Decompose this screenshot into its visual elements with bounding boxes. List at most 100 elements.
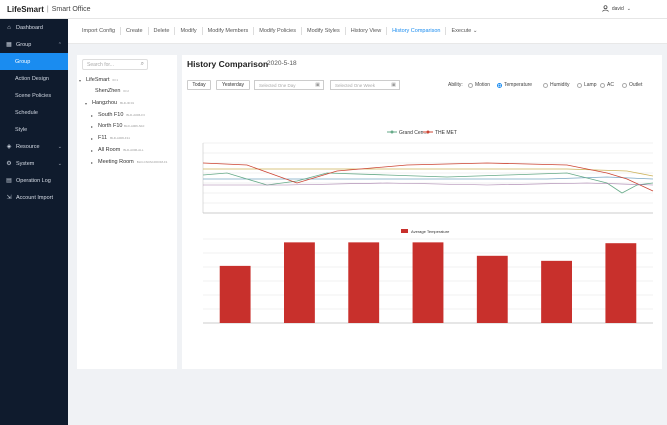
sidebar-subitem-schedule[interactable]: Schedule — [15, 109, 38, 116]
cube-icon: ◈ — [6, 144, 12, 150]
caret-right-icon: ▸ — [91, 123, 94, 129]
bar — [348, 242, 380, 323]
toolbar-modify-policies[interactable]: Modify Policies — [254, 27, 302, 35]
bar-chart-bars — [219, 242, 637, 323]
ability-option-label: Motion — [475, 82, 491, 88]
radio-icon — [543, 82, 548, 88]
sidebar-item-label: Account Import — [16, 194, 53, 201]
tree-node[interactable]: ShenZhen ID:2 — [95, 88, 129, 94]
brand-logo: LifeSmart — [7, 4, 44, 14]
sidebar-item-group[interactable]: ▦ Group ⌃ — [0, 36, 68, 53]
product-name: Smart Office — [51, 5, 91, 13]
sidebar: ⌂ Dashboard ▦ Group ⌃ Group Action Desig… — [0, 19, 68, 425]
picker-placeholder: Selected One Week — [335, 82, 375, 88]
chevron-up-icon: ⌃ — [57, 41, 62, 48]
sidebar-item-system[interactable]: ⚙ System ⌄ — [0, 155, 68, 172]
page-title: History Comparison — [187, 59, 269, 69]
sidebar-item-label: System — [16, 160, 35, 167]
caret-right-icon: ▸ — [91, 135, 94, 141]
toolbar-import-config[interactable]: Import Config — [77, 27, 122, 35]
sidebar-subitem-group[interactable]: Group — [0, 53, 68, 70]
ability-radio-humidity[interactable]: Humidity — [543, 82, 569, 88]
toolbar-modify[interactable]: Modify — [175, 27, 203, 35]
user-name: david — [611, 5, 624, 12]
ability-radio-motion[interactable]: Motion — [468, 82, 490, 88]
user-menu[interactable]: david ⌄ — [602, 5, 631, 12]
tree-node-label: All Room — [98, 147, 121, 153]
legend-label: Average Temperature — [411, 229, 450, 234]
legend-label-series-1: Grand Cen... — [399, 130, 428, 136]
chevron-down-icon: ⌄ — [57, 160, 62, 167]
caret-right-icon: ▸ — [91, 112, 94, 118]
ability-radio-lamp[interactable]: Lamp — [577, 82, 597, 88]
ability-option-label: Temperature — [504, 82, 533, 88]
ability-label: Ability: — [448, 82, 463, 88]
tree-node[interactable]: ▸ All Room BLD-A006-ALL — [91, 147, 144, 153]
ability-option-label: AC — [607, 82, 614, 88]
bar — [605, 243, 637, 323]
series-line-4 — [203, 176, 654, 180]
tree-node[interactable]: ▸ Meeting Room BLD-CNCM-ROOM-F1 — [91, 159, 167, 165]
toolbar-modify-styles[interactable]: Modify Styles — [302, 27, 346, 35]
sidebar-item-resource[interactable]: ◈ Resource ⌄ — [0, 138, 68, 155]
chevron-down-icon: ⌄ — [626, 5, 631, 12]
top-bar: LifeSmart | Smart Office david ⌄ — [0, 0, 667, 19]
line-chart-grid — [202, 142, 653, 214]
sidebar-item-label: Resource — [16, 143, 40, 150]
sidebar-item-account-import[interactable]: ⇲ Account Import — [0, 189, 68, 206]
tree-node[interactable]: ▸ North F10 BLD-A006-N10 — [91, 123, 144, 129]
tree-node-label: South F10 — [98, 112, 124, 118]
tree-node-label: F11 — [98, 135, 108, 141]
today-button[interactable]: Today — [187, 80, 211, 90]
brand-separator: | — [46, 5, 49, 13]
tree-node-label: LifeSmart — [86, 77, 110, 83]
tree-node[interactable]: ▸ F11 BLD-A006-F11 — [91, 135, 130, 141]
tree-node-label: ShenZhen — [95, 88, 121, 94]
gear-icon: ⚙ — [6, 161, 12, 167]
ability-radio-ac[interactable]: AC — [600, 82, 614, 88]
sidebar-item-label: Operation Log — [16, 177, 51, 184]
sidebar-subitem-action-design[interactable]: Action Design — [15, 75, 49, 82]
tree-node[interactable]: ▾ LifeSmart ID:1 — [79, 77, 118, 83]
search-placeholder: Search for... — [87, 61, 114, 68]
toolbar-delete[interactable]: Delete — [149, 27, 176, 35]
toolbar-modify-members[interactable]: Modify Members — [203, 27, 255, 35]
tree-node-tag: ID:1 — [112, 78, 119, 82]
sidebar-item-dashboard[interactable]: ⌂ Dashboard — [0, 19, 68, 36]
tree-node-tag: BLD-CNCM-ROOM-F1 — [136, 160, 168, 164]
bar — [412, 242, 444, 323]
tree-node-label: North F10 — [98, 123, 123, 129]
bar-chart-legend: Average Temperature — [401, 229, 450, 234]
select-week-picker[interactable]: Selected One Week ▣ — [330, 80, 400, 90]
chevron-down-icon: ⌄ — [471, 28, 478, 34]
import-icon: ⇲ — [6, 195, 12, 201]
user-icon — [602, 5, 609, 12]
yesterday-button[interactable]: Yesterday — [216, 80, 250, 90]
legend-swatch — [401, 229, 408, 233]
ability-radio-temperature[interactable]: Temperature — [497, 82, 532, 88]
legend-label-series-2: THE MET — [435, 130, 457, 136]
toolbar-execute[interactable]: Execute ⌄ — [446, 27, 482, 35]
caret-down-icon: ▾ — [79, 77, 82, 83]
tree-node[interactable]: ▾ Hangzhou BLD-ID:01 — [85, 100, 134, 106]
radio-checked-icon — [497, 82, 502, 88]
series-line-3 — [203, 168, 654, 177]
radio-icon — [577, 82, 582, 88]
toolbar-history-view[interactable]: History View — [346, 27, 388, 35]
legend-marker-series-1 — [390, 130, 394, 134]
select-day-picker[interactable]: Selected One Day ▣ — [254, 80, 324, 90]
series-line-5 — [203, 182, 654, 186]
toolbar-history-comparison[interactable]: History Comparison — [387, 27, 447, 35]
ability-radio-outlet[interactable]: Outlet — [622, 82, 642, 88]
ability-option-label: Lamp — [584, 82, 597, 88]
toolbar-create[interactable]: Create — [121, 27, 149, 35]
tree-panel: Search for... ⌕ ▾ LifeSmart ID:1 ShenZhen I… — [77, 55, 177, 369]
line-chart: Grand Cen... THE MET — [202, 130, 654, 214]
sidebar-subitem-style[interactable]: Style — [15, 126, 28, 133]
sidebar-subitem-scene-policies[interactable]: Scene Policies — [15, 92, 52, 99]
search-icon[interactable]: ⌕ — [140, 61, 144, 67]
tree-node[interactable]: ▸ South F10 BLD-A006-F3 — [91, 112, 145, 118]
sidebar-item-operation-log[interactable]: ▤ Operation Log — [0, 172, 68, 189]
tree-search-input[interactable]: Search for... ⌕ — [82, 59, 148, 70]
caret-down-icon: ▾ — [85, 100, 88, 106]
